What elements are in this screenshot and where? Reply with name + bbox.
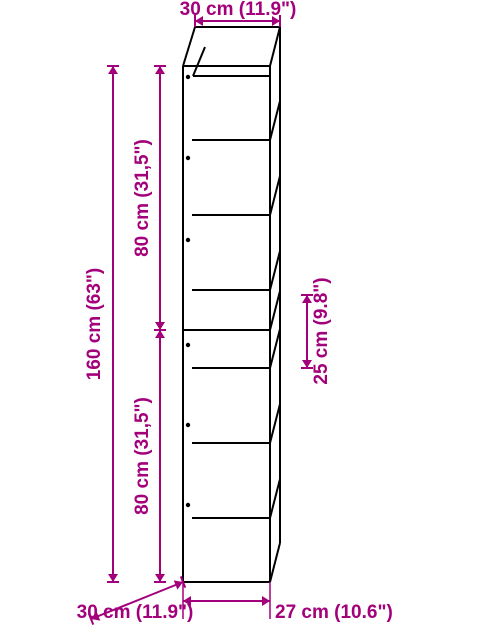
label-total-height: 160 cm (63") — [84, 268, 105, 381]
label-lower-half: 80 cm (31,5") — [132, 397, 153, 515]
label-bottom-width: 27 cm (10.6") — [275, 602, 393, 623]
label-upper-half: 80 cm (31,5") — [132, 139, 153, 257]
label-top-width: 30 cm (11.9") — [180, 0, 297, 20]
shelf-unit — [183, 27, 280, 582]
label-shelf-height: 25 cm (9.8") — [311, 277, 332, 384]
label-bottom-depth: 30 cm (11.9") — [77, 602, 194, 623]
